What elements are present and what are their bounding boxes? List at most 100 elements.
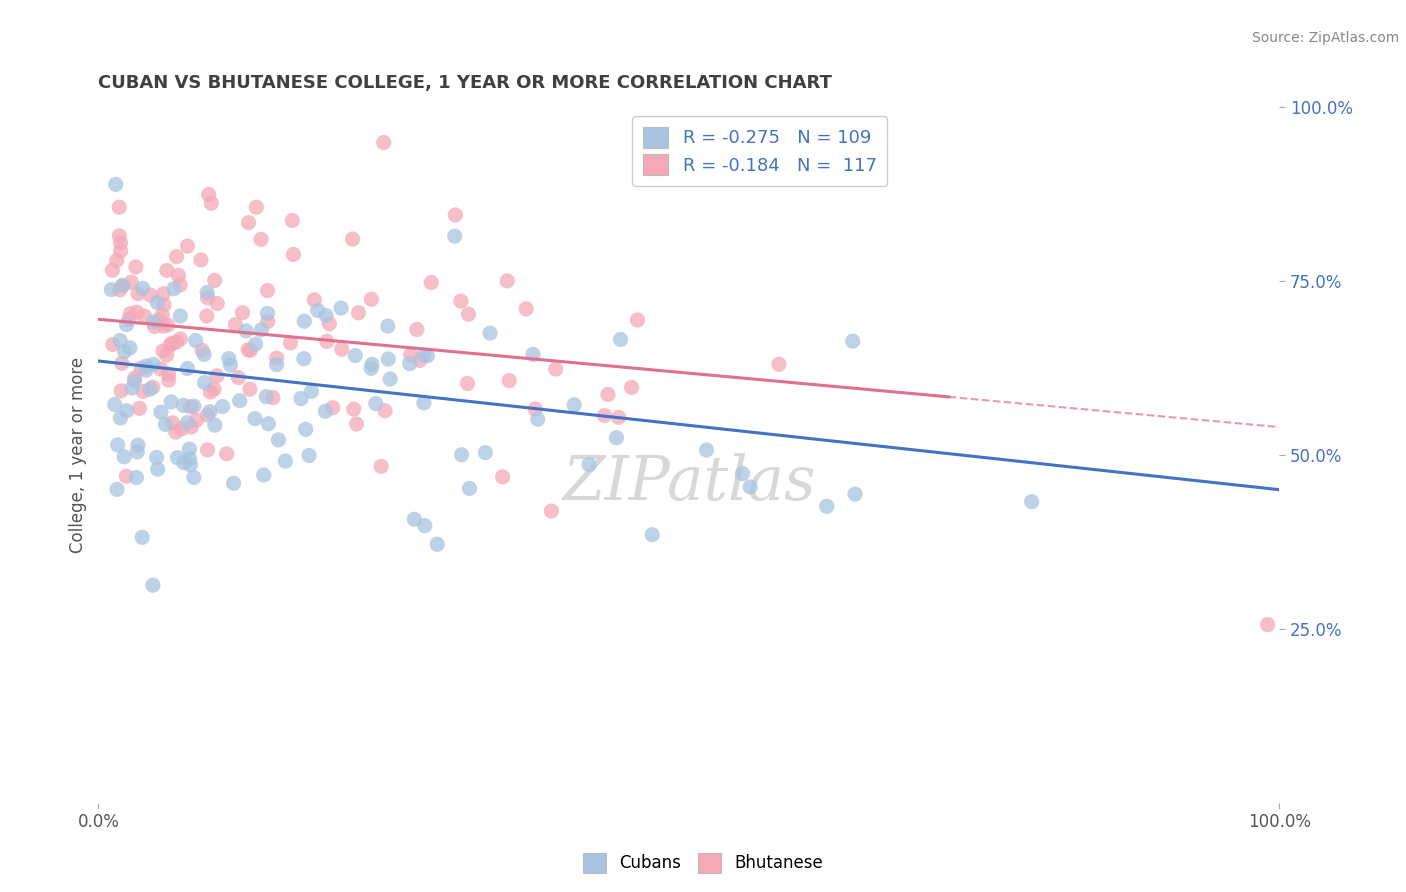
Point [290, 392, 312, 406]
Point [457, 307, 479, 321]
Point [374, 403, 396, 417]
Point [104, 178, 127, 192]
Point [200, 385, 222, 400]
Point [204, 273, 226, 287]
Point [142, 380, 165, 394]
Point [190, 252, 212, 267]
Point [143, 319, 166, 334]
Point [426, 537, 449, 551]
Point [231, 306, 253, 320]
Point [131, 281, 153, 295]
Point [228, 370, 250, 384]
Point [150, 308, 173, 322]
Point [443, 229, 465, 244]
Text: CUBAN VS BHUTANESE COLLEGE, 1 YEAR OR MORE CORRELATION CHART: CUBAN VS BHUTANESE COLLEGE, 1 YEAR OR MO… [98, 74, 832, 92]
Point [191, 343, 214, 358]
Point [135, 363, 157, 377]
Point [156, 318, 179, 332]
Point [118, 312, 141, 326]
Point [121, 381, 143, 395]
Point [112, 450, 135, 464]
Point [183, 399, 205, 413]
Point [416, 349, 439, 363]
Point [159, 338, 181, 352]
Point [125, 260, 148, 274]
Point [314, 404, 336, 418]
Point [118, 341, 141, 355]
Point [169, 309, 191, 323]
Point [607, 410, 630, 425]
Point [180, 420, 202, 434]
Point [131, 530, 153, 544]
Point [156, 348, 179, 362]
Point [142, 578, 165, 592]
Point [224, 318, 246, 332]
Point [524, 401, 547, 416]
Point [238, 343, 260, 357]
Point [115, 318, 138, 332]
Point [267, 433, 290, 447]
Point [111, 356, 134, 370]
Point [330, 343, 353, 357]
Point [562, 398, 585, 412]
Point [127, 445, 149, 459]
Point [450, 448, 472, 462]
Point [120, 275, 142, 289]
Point [245, 337, 267, 351]
Point [605, 431, 627, 445]
Point [170, 422, 193, 436]
Point [100, 283, 122, 297]
Point [479, 326, 502, 340]
Point [256, 284, 278, 298]
Point [197, 442, 219, 457]
Point [294, 422, 316, 436]
Point [111, 278, 134, 293]
Point [456, 376, 478, 391]
Y-axis label: College, 1 year or more: College, 1 year or more [69, 357, 87, 553]
Point [815, 500, 838, 514]
Point [197, 187, 219, 202]
Point [125, 305, 148, 319]
Point [197, 291, 219, 305]
Point [377, 319, 399, 334]
Point [166, 250, 188, 264]
Point [347, 306, 370, 320]
Point [160, 336, 183, 351]
Point [152, 343, 174, 358]
Point [593, 409, 616, 423]
Point [108, 200, 131, 214]
Point [110, 235, 132, 250]
Point [114, 344, 136, 359]
Point [360, 361, 382, 376]
Point [409, 353, 432, 368]
Point [318, 317, 340, 331]
Point [596, 387, 619, 401]
Point [169, 277, 191, 292]
Point [169, 332, 191, 346]
Point [167, 268, 190, 283]
Point [731, 467, 754, 481]
Point [179, 400, 201, 414]
Point [205, 368, 228, 383]
Point [186, 413, 208, 427]
Point [204, 418, 226, 433]
Point [1257, 617, 1279, 632]
Point [184, 334, 207, 348]
Point [228, 393, 250, 408]
Point [155, 417, 177, 432]
Point [256, 314, 278, 328]
Point [193, 347, 215, 361]
Point [370, 459, 392, 474]
Point [115, 404, 138, 418]
Text: ZIPat⁠las: ZIPat⁠las [562, 453, 815, 513]
Point [101, 337, 124, 351]
Point [239, 382, 262, 396]
Point [162, 416, 184, 430]
Point [491, 470, 513, 484]
Point [399, 348, 422, 362]
Point [458, 482, 481, 496]
Point [222, 476, 245, 491]
Point [498, 374, 520, 388]
Point [1021, 494, 1043, 508]
Point [342, 232, 364, 246]
